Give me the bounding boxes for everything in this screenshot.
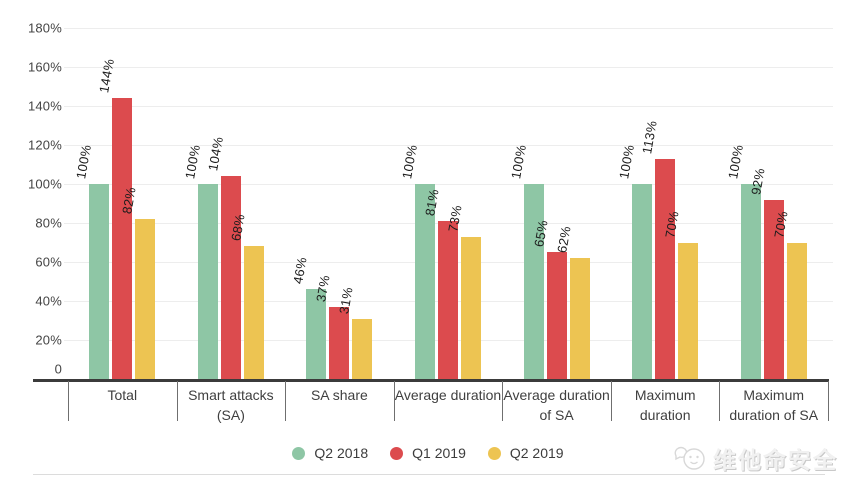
bottom-divider (33, 474, 825, 475)
legend-label: Q1 2019 (412, 445, 466, 461)
legend-item-q1-2019: Q1 2019 (390, 445, 466, 461)
chat-face-logo-icon (674, 446, 705, 470)
watermark: 维他命安全 (673, 441, 838, 475)
bar-q2-2018 (197, 184, 218, 379)
bar-q1-2019 (546, 252, 567, 380)
y-tick-label: 40% (35, 293, 62, 309)
bar-value-label: 100% (616, 143, 638, 180)
category-divider (719, 381, 721, 421)
bar-value-label: 68% (228, 213, 248, 243)
bar-q2-2018 (740, 184, 761, 379)
bar-q2-2019 (786, 242, 807, 379)
bar-value-label: 100% (73, 143, 95, 180)
gridline (64, 28, 833, 29)
category-label: Maximum duration of SA (729, 387, 819, 424)
bar-value-label: 46% (290, 256, 311, 286)
bar-value-label: 82% (119, 185, 139, 216)
bar-q1-2019 (329, 306, 350, 379)
y-tick-label: 0 (54, 361, 62, 377)
y-tick-label: 60% (35, 254, 62, 270)
x-axis-line (33, 379, 829, 382)
bar-value-label: 92% (747, 166, 768, 196)
category-label: Total (107, 387, 138, 403)
legend-swatch-icon (390, 446, 404, 460)
bar-value-label: 104% (205, 135, 226, 173)
y-tick-label: 160% (27, 59, 62, 75)
bar-value-label: 100% (182, 143, 203, 180)
bar-q2-2019 (135, 219, 156, 379)
category-divider (610, 381, 612, 421)
bar-q1-2019 (655, 158, 676, 379)
bar-q2-2019 (352, 318, 373, 379)
bar-value-label: 73% (445, 203, 465, 233)
category-divider (828, 381, 829, 421)
bar-q1-2019 (220, 176, 241, 379)
legend-item-q2-2019: Q2 2019 (487, 445, 564, 461)
category-label: Average duration of SA (503, 387, 610, 424)
legend-swatch-icon (487, 446, 501, 460)
watermark-text: 维他命安全 (713, 447, 838, 473)
gridline (64, 67, 833, 68)
bar-q2-2019 (678, 242, 699, 379)
y-tick-label: 20% (35, 332, 62, 348)
bar-q2-2018 (632, 184, 653, 379)
y-tick-label: 180% (27, 20, 62, 36)
bar-value-label: 81% (422, 187, 442, 218)
bar-value-label: 31% (336, 285, 357, 315)
category-divider (176, 381, 178, 421)
bar-value-label: 100% (399, 143, 420, 180)
bar-q2-2018 (415, 184, 435, 379)
y-tick-label: 140% (27, 98, 62, 114)
category-divider (285, 381, 287, 421)
y-tick-label: 80% (35, 215, 62, 231)
bar-q2-2018 (523, 184, 544, 379)
y-tick-label: 100% (27, 176, 62, 192)
bar-q2-2018 (306, 289, 327, 379)
bar-q2-2018 (89, 184, 110, 379)
gridline (64, 184, 833, 185)
bar-value-label: 70% (662, 209, 682, 239)
bar-q2-2019 (461, 236, 481, 379)
y-tick-label: 120% (27, 137, 62, 153)
bar-value-label: 100% (724, 143, 746, 180)
category-divider (393, 381, 395, 421)
bar-q1-2019 (438, 221, 458, 379)
bar-q1-2019 (763, 199, 784, 379)
bar-q2-2019 (569, 258, 590, 379)
category-label: Smart attacks (SA) (188, 387, 274, 424)
bar-value-label: 100% (507, 143, 529, 180)
chart-legend: Q2 2018 Q1 2019 Q2 2019 (0, 443, 856, 463)
category-label: Average duration (394, 387, 502, 403)
bar-value-label: 37% (313, 273, 334, 303)
category-label: SA share (310, 387, 368, 403)
bar-value-label: 113% (639, 119, 660, 155)
bar-value-label: 144% (96, 57, 118, 95)
category-divider (502, 381, 504, 421)
gridline (64, 145, 833, 146)
category-label: Maximum duration (634, 387, 696, 424)
bar-q1-2019 (112, 98, 133, 379)
legend-swatch-icon (292, 446, 306, 460)
legend-label: Q2 2019 (509, 445, 564, 461)
bar-value-label: 62% (553, 224, 574, 255)
category-divider (68, 381, 69, 421)
legend-label: Q2 2018 (314, 445, 369, 461)
bar-q2-2019 (243, 246, 264, 379)
legend-item-q2-2018: Q2 2018 (292, 445, 368, 461)
gridline (64, 106, 833, 107)
